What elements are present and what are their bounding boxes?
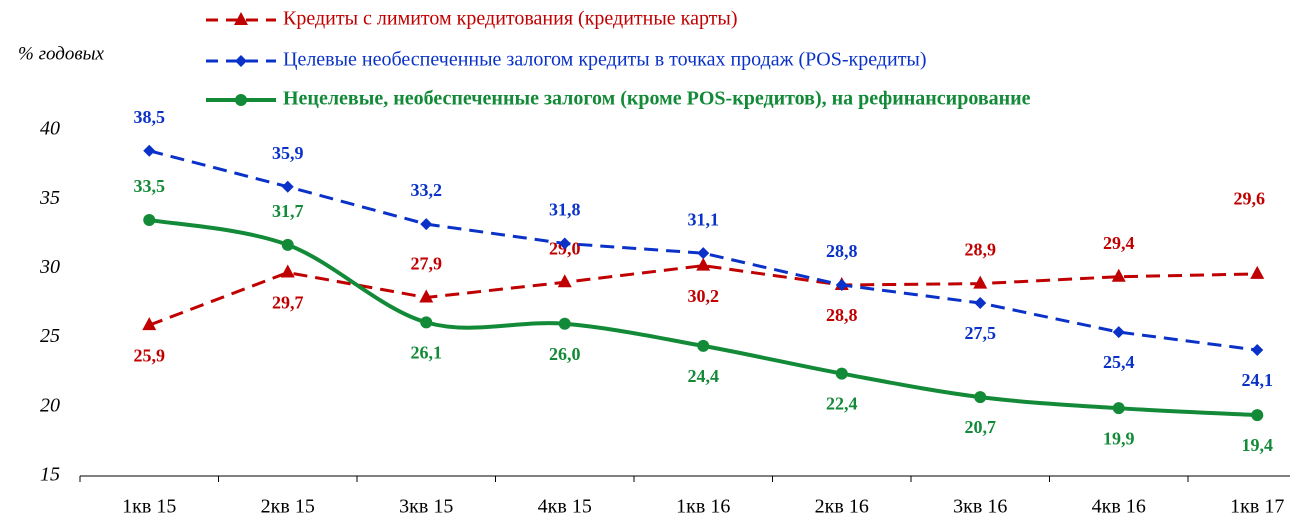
data-point — [280, 264, 295, 278]
x-tick-label: 2кв 16 — [815, 496, 869, 518]
legend-label: Нецелевые, необеспеченные залогом (кроме… — [283, 88, 1031, 110]
data-point — [974, 391, 987, 404]
data-point — [1112, 326, 1125, 339]
data-label: 31,7 — [272, 201, 304, 221]
data-point — [1250, 265, 1265, 279]
data-label: 28,8 — [826, 241, 858, 261]
data-label: 27,5 — [965, 323, 997, 343]
y-tick-label: 30 — [39, 256, 60, 278]
data-label: 38,5 — [134, 107, 166, 127]
data-label: 20,7 — [965, 417, 997, 437]
data-point — [557, 274, 572, 288]
data-label: 24,4 — [688, 366, 720, 386]
legend-marker — [234, 12, 248, 25]
data-point — [143, 144, 156, 157]
x-tick-label: 4кв 16 — [1092, 496, 1146, 518]
data-point — [558, 237, 571, 250]
data-label: 27,9 — [411, 254, 443, 274]
data-label: 29,4 — [1103, 233, 1135, 253]
data-label: 22,4 — [826, 394, 858, 414]
data-label: 35,9 — [272, 143, 304, 163]
data-point — [835, 367, 848, 380]
x-tick-label: 1кв 17 — [1230, 496, 1284, 518]
data-label: 31,8 — [549, 200, 581, 220]
data-point — [419, 289, 434, 303]
data-label: 19,4 — [1242, 435, 1274, 455]
legend-marker — [235, 94, 247, 106]
legend-label: Целевые необеспеченные залогом кредиты в… — [283, 49, 927, 71]
x-tick-label: 1кв 15 — [122, 496, 176, 518]
data-label: 26,1 — [411, 343, 443, 363]
data-point — [142, 317, 157, 331]
data-point — [974, 297, 987, 309]
y-tick-label: 15 — [40, 464, 60, 486]
data-point — [281, 238, 294, 251]
x-tick-label: 1кв 16 — [676, 496, 730, 518]
x-tick-label: 3кв 16 — [953, 496, 1007, 518]
data-point — [143, 213, 156, 226]
data-label: 33,2 — [411, 180, 443, 200]
x-tick-label: 2кв 15 — [261, 496, 315, 518]
data-label: 19,9 — [1103, 428, 1135, 448]
data-point — [1251, 409, 1264, 422]
data-label: 25,4 — [1103, 352, 1135, 372]
y-tick-label: 40 — [40, 118, 60, 140]
data-label: 29,7 — [272, 293, 304, 313]
data-point — [696, 257, 711, 271]
data-point — [1111, 268, 1126, 282]
data-label: 29,6 — [1234, 188, 1266, 208]
y-tick-label: 35 — [39, 187, 60, 209]
data-point — [697, 339, 710, 352]
data-label: 25,9 — [134, 345, 166, 365]
y-tick-label: 20 — [40, 394, 60, 416]
x-tick-label: 3кв 15 — [399, 496, 453, 518]
data-label: 24,1 — [1242, 370, 1274, 390]
data-point — [281, 180, 294, 193]
data-point — [1251, 344, 1264, 357]
x-tick-label: 4кв 15 — [538, 496, 592, 518]
y-tick-label: 25 — [40, 325, 60, 347]
data-point — [835, 279, 848, 292]
data-point — [558, 317, 571, 330]
data-label: 26,0 — [549, 344, 581, 364]
data-label: 30,2 — [688, 286, 720, 306]
data-point — [973, 275, 988, 289]
y-axis-label: % годовых — [18, 43, 104, 64]
legend-label: Кредиты с лимитом кредитования (кредитны… — [283, 8, 738, 30]
data-point — [420, 316, 433, 329]
data-point — [1112, 402, 1125, 415]
data-label: 33,5 — [134, 176, 166, 196]
data-point — [420, 218, 433, 231]
data-label: 28,9 — [965, 240, 997, 260]
data-label: 28,8 — [826, 305, 858, 325]
data-point — [697, 247, 710, 260]
legend-marker — [235, 55, 247, 67]
data-label: 31,1 — [688, 209, 720, 229]
